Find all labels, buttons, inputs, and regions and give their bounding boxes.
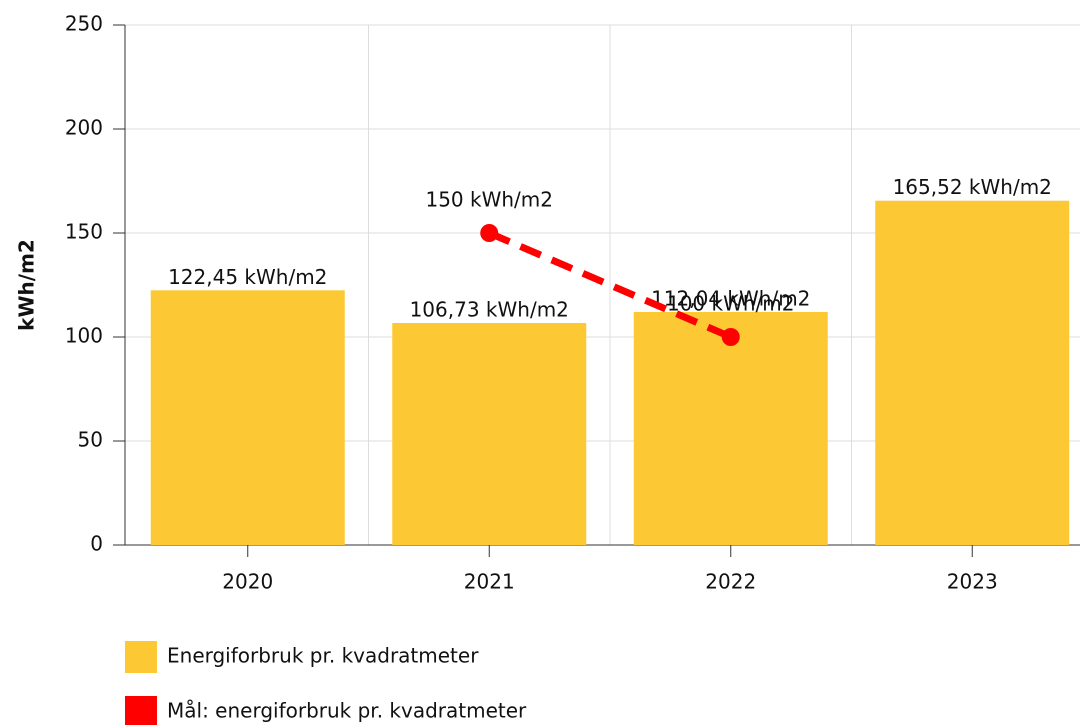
point [721, 328, 740, 346]
x-tick-label: 2020 [222, 570, 273, 594]
bar [875, 200, 1070, 546]
legend-label: Energiforbruk pr. kvadratmeter [167, 644, 479, 668]
y-tick-label: 50 [78, 428, 103, 452]
data-label: 100 kWh/m2 [667, 292, 795, 316]
point [480, 224, 499, 242]
x-tick-label: 2023 [947, 570, 998, 594]
data-label: 106,73 kWh/m2 [410, 298, 569, 322]
data-label: 150 kWh/m2 [425, 188, 553, 212]
y-tick-label: 0 [90, 532, 103, 556]
x-tick-label: 2022 [705, 570, 756, 594]
bar [150, 290, 345, 545]
y-tick-label: 150 [65, 220, 103, 244]
y-tick-label: 100 [65, 324, 103, 348]
legend-swatch [125, 696, 157, 725]
legend-label: Mål: energiforbruk pr. kvadratmeter [167, 699, 527, 723]
y-tick-label: 250 [65, 12, 103, 36]
legend-swatch [125, 641, 157, 673]
data-label: 165,52 kWh/m2 [893, 175, 1052, 199]
line [487, 229, 733, 341]
x-tick-label: 2021 [464, 570, 515, 594]
bar [392, 323, 587, 545]
y-tick-label: 200 [65, 116, 103, 140]
bar [633, 311, 828, 545]
y-axis-label: kWh/m2 [15, 239, 39, 331]
data-label: 122,45 kWh/m2 [168, 265, 327, 289]
data-label: 112,04 kWh/m2 [651, 286, 810, 310]
